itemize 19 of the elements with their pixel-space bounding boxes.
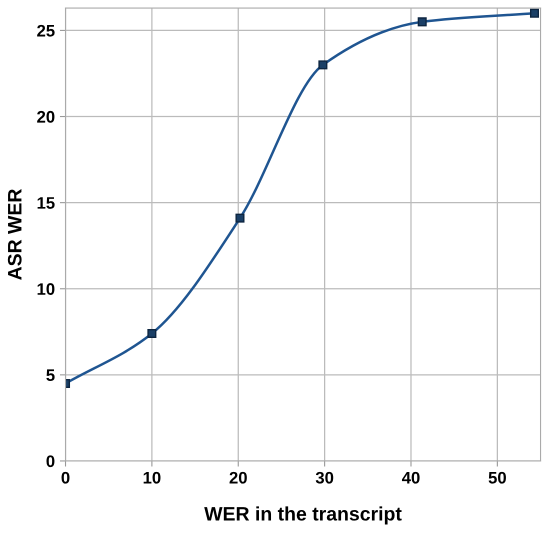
y-tick-label: 10 bbox=[38, 283, 54, 295]
x-tick-label: 10 bbox=[144, 472, 160, 484]
point bbox=[318, 60, 328, 70]
point bbox=[235, 214, 244, 223]
x-tick-label: 50 bbox=[488, 472, 506, 484]
x-tick-label: 30 bbox=[316, 472, 334, 484]
x-axis-title: WER in the transcript bbox=[204, 506, 402, 524]
y-tick-label: 0 bbox=[46, 455, 54, 468]
y-axis-title: ASR WER bbox=[8, 188, 22, 280]
y-tick-label: 5 bbox=[46, 369, 55, 382]
y-tick-label: 15 bbox=[38, 197, 55, 209]
y-tick-label: 20 bbox=[37, 110, 54, 123]
x-tick-label: 0 bbox=[62, 472, 70, 484]
x-tick-label: 40 bbox=[402, 472, 420, 484]
point bbox=[418, 17, 427, 26]
y-tick-label: 25 bbox=[37, 24, 55, 37]
point bbox=[147, 329, 156, 338]
point bbox=[530, 8, 540, 18]
x-tick-label: 20 bbox=[230, 472, 247, 484]
